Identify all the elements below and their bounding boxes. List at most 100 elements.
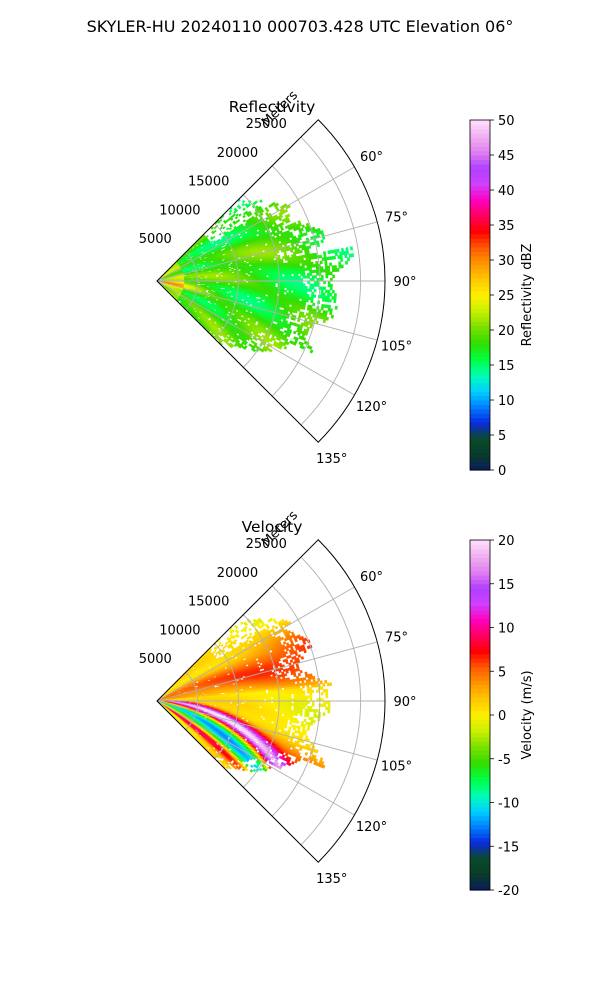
data-cell — [213, 229, 217, 233]
data-cell — [230, 217, 234, 222]
data-cell — [311, 291, 315, 295]
data-cell — [284, 276, 288, 279]
data-cell — [247, 203, 252, 207]
theta-tick-label: 75° — [385, 210, 408, 225]
data-cell — [324, 262, 328, 267]
data-cell — [266, 284, 269, 288]
data-cell — [236, 218, 241, 223]
data-cell — [231, 269, 235, 273]
data-cell — [309, 283, 313, 287]
data-cell — [297, 263, 301, 267]
data-cell — [293, 283, 297, 287]
data-cell — [329, 292, 333, 297]
data-cell — [263, 276, 267, 280]
data-cell — [300, 288, 303, 292]
theta-tick-label: 90° — [393, 275, 416, 290]
colorbar-segment — [470, 461, 490, 467]
colorbar-segment — [470, 404, 490, 410]
data-cell — [302, 285, 306, 289]
data-cell — [199, 276, 203, 279]
data-cell — [190, 276, 194, 278]
data-cell — [344, 254, 348, 259]
data-cell — [309, 288, 313, 293]
data-cell — [320, 306, 324, 311]
data-cell — [259, 199, 263, 204]
data-cell — [294, 310, 298, 314]
data-cell — [235, 213, 239, 217]
data-cell — [274, 270, 278, 273]
data-cell — [268, 276, 272, 280]
data-cell — [260, 209, 265, 213]
data-cell — [295, 285, 299, 289]
colorbar-segment — [470, 408, 490, 414]
colorbar-segment — [470, 360, 490, 366]
data-cell — [320, 274, 324, 279]
panel-title: Reflectivity — [229, 98, 316, 116]
data-cell — [288, 290, 292, 293]
data-cell — [206, 285, 210, 287]
data-cell — [336, 248, 340, 253]
data-cell — [319, 260, 323, 265]
data-cell — [259, 282, 263, 285]
range-tick-label: 20000 — [217, 146, 258, 161]
figure-title: SKYLER-HU 20240110 000703.428 UTC Elevat… — [87, 17, 514, 36]
data-cell — [318, 254, 323, 259]
data-cell — [329, 262, 333, 267]
data-cell — [304, 291, 308, 295]
data-cell — [310, 296, 314, 301]
data-cell — [315, 261, 319, 265]
range-tick-label: 10000 — [159, 203, 200, 218]
data-cell — [268, 274, 272, 278]
data-cell — [334, 252, 338, 257]
colorbar-segment — [470, 426, 490, 432]
data-cell — [323, 254, 327, 258]
data-cell — [304, 288, 308, 292]
data-cell — [197, 282, 201, 285]
data-cell — [291, 276, 294, 279]
data-cell — [300, 283, 304, 287]
data-cell — [228, 227, 232, 231]
data-cell — [332, 255, 337, 260]
data-cell — [208, 269, 211, 272]
data-cell — [268, 282, 272, 286]
data-cell — [325, 316, 329, 321]
data-cell — [308, 259, 312, 263]
data-cell — [298, 275, 301, 279]
data-cell — [210, 240, 214, 244]
data-cell — [290, 249, 294, 253]
data-cell — [309, 272, 313, 276]
data-cell — [272, 272, 276, 276]
data-cell — [327, 280, 331, 285]
data-cell — [300, 285, 304, 289]
data-cell — [217, 271, 221, 274]
data-cell — [282, 282, 285, 286]
data-cell — [257, 277, 260, 280]
data-cell — [329, 286, 333, 291]
colorbar-segment — [470, 430, 490, 436]
data-cell — [197, 274, 201, 277]
data-cell — [219, 270, 223, 273]
data-cell — [286, 276, 290, 279]
data-cell — [286, 271, 290, 275]
data-cell — [254, 277, 258, 280]
data-cell — [219, 226, 223, 230]
data-cell — [324, 259, 328, 264]
data-cell — [333, 265, 337, 269]
data-cell — [345, 247, 349, 252]
data-cell — [330, 314, 335, 319]
data-cell — [308, 267, 312, 271]
data-cell — [322, 319, 327, 324]
data-cell — [281, 287, 285, 291]
theta-tick-label: 120° — [356, 400, 387, 415]
data-cell — [242, 207, 246, 211]
data-cell — [320, 289, 324, 293]
data-cell — [304, 285, 308, 290]
data-cell — [326, 295, 330, 300]
colorbar-segment — [470, 421, 490, 427]
data-cell — [309, 324, 313, 329]
data-cell — [327, 289, 331, 294]
data-cell — [252, 275, 256, 278]
data-cell — [229, 289, 232, 292]
data-cell — [290, 287, 294, 291]
data-cell — [263, 282, 267, 286]
